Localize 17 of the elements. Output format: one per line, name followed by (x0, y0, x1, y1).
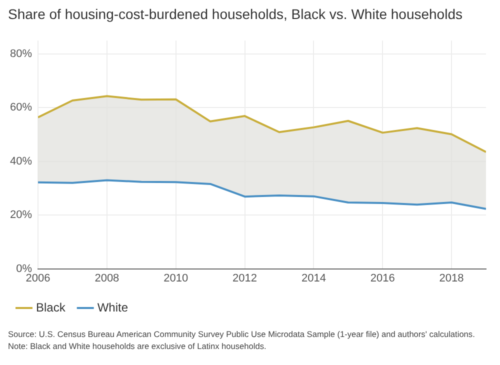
x-tick-label: 2008 (94, 272, 120, 284)
x-tick-label: 2018 (439, 272, 464, 284)
x-tick-label: 2014 (301, 272, 326, 284)
source-note: Source: U.S. Census Bureau American Community Survey Public Use Microdata Sample (1-year file) and authors' calculations. (8, 328, 475, 340)
y-tick-label: 80% (10, 48, 32, 60)
y-tick-label: 60% (10, 102, 32, 114)
y-tick-label: 0% (16, 262, 32, 275)
x-tick-label: 2006 (26, 272, 50, 284)
legend-label: White (97, 300, 128, 314)
x-tick-label: 2016 (370, 272, 395, 284)
y-tick-label: 20% (10, 209, 32, 222)
x-tick-label: 2010 (164, 272, 188, 284)
chart-title: Share of housing-cost-burdened households, Black vs. White households (8, 6, 462, 22)
y-tick-label: 40% (10, 155, 32, 168)
legend-label: Black (36, 300, 66, 314)
text: Note: Black and White households are exclusive of Latinx households. (8, 340, 268, 352)
x-tick-label: 2012 (232, 272, 258, 284)
